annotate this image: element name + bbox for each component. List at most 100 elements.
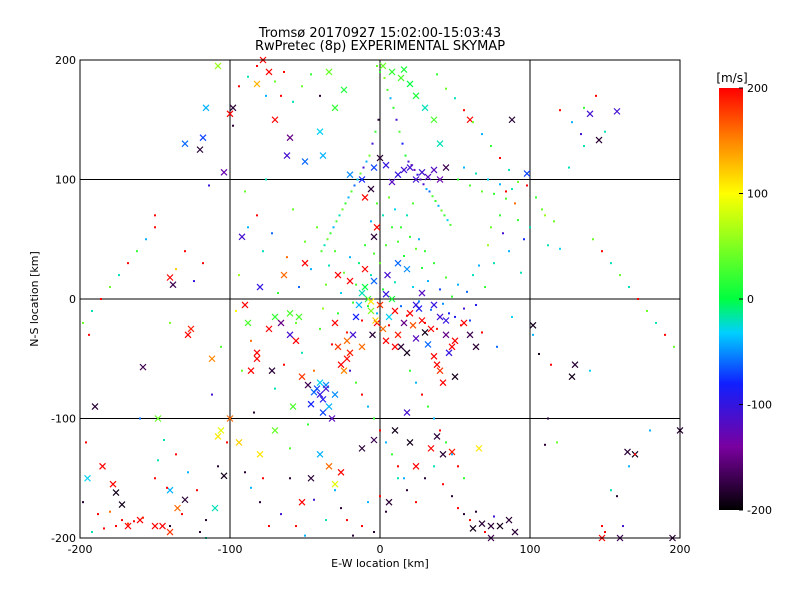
cross-point: [358, 444, 366, 452]
dot-point: [526, 184, 528, 187]
dot-point: [265, 178, 267, 181]
dot-point: [451, 295, 453, 298]
dot-point: [367, 305, 369, 308]
y-tick-label: -100: [51, 413, 76, 426]
dot-point: [451, 495, 453, 498]
dot-point: [100, 298, 102, 300]
dot-point: [316, 226, 318, 229]
cross-point: [613, 107, 621, 115]
dot-point: [383, 76, 386, 79]
dot-point: [508, 250, 510, 253]
dot-point: [475, 172, 477, 175]
dot-point: [541, 208, 543, 211]
dot-point: [418, 300, 420, 303]
cross-point: [226, 110, 234, 118]
cross-point: [424, 173, 432, 181]
cross-point: [214, 433, 222, 440]
cross-point: [466, 331, 474, 339]
dot-point: [610, 262, 612, 265]
cross-point: [433, 361, 441, 369]
dot-point: [673, 345, 675, 348]
dot-point: [298, 286, 300, 289]
cross-point: [586, 110, 594, 118]
dot-point: [181, 513, 183, 516]
dot-point: [649, 429, 651, 432]
cross-point: [334, 271, 342, 279]
dot-point: [385, 441, 387, 444]
cross-point: [373, 223, 381, 231]
dot-point: [352, 534, 354, 537]
cross-point: [298, 373, 306, 381]
dot-point: [373, 417, 375, 420]
dot-point: [340, 292, 342, 295]
cross-point: [340, 86, 348, 94]
cross-point: [369, 331, 376, 339]
dot-point: [262, 250, 264, 253]
dot-point: [169, 321, 171, 324]
dot-point: [139, 417, 141, 420]
dot-point: [544, 443, 546, 446]
cross-point: [442, 317, 450, 324]
dot-point: [193, 280, 195, 283]
cross-point: [181, 496, 189, 504]
dot-point: [376, 202, 378, 205]
colorbar-ticks: 200 100 0 -100 -200: [739, 82, 772, 517]
dot-point: [490, 226, 492, 229]
dot-point: [377, 118, 380, 121]
dot-point: [373, 252, 375, 255]
dot-point: [127, 522, 129, 525]
dot-point: [154, 214, 156, 217]
dot-point: [211, 393, 213, 396]
dot-point: [136, 250, 138, 253]
cross-point: [595, 136, 603, 144]
dot-point: [493, 192, 495, 195]
dot-point: [388, 196, 390, 199]
dot-point: [169, 525, 171, 528]
dot-point: [418, 238, 420, 241]
dot-point: [583, 145, 585, 148]
dot-point: [379, 429, 381, 432]
dot-point: [415, 501, 417, 504]
dot-point: [367, 405, 369, 408]
cross-point: [325, 68, 333, 76]
cross-point: [403, 265, 411, 273]
x-tick-label: 0: [377, 543, 384, 556]
dot-point: [556, 441, 558, 444]
dot-point: [289, 477, 291, 480]
dot-point: [505, 190, 507, 193]
cross-point: [271, 116, 279, 124]
dot-point: [445, 441, 447, 444]
dot-point: [398, 130, 401, 133]
cross-point: [112, 489, 120, 497]
cross-point: [316, 450, 324, 458]
dot-point: [175, 268, 177, 271]
dot-point: [583, 106, 585, 109]
cross-point: [159, 522, 166, 530]
dot-point: [439, 288, 441, 291]
dot-point: [386, 88, 389, 91]
dot-point: [616, 495, 618, 498]
dot-point: [463, 166, 465, 169]
cross-point: [439, 379, 447, 387]
x-axis-label: E-W location [km]: [331, 557, 429, 570]
cross-point: [298, 498, 306, 506]
dot-point: [244, 190, 246, 193]
dot-point: [349, 369, 351, 372]
dot-point: [422, 183, 425, 186]
dot-point: [547, 244, 549, 247]
cross-point: [352, 313, 360, 321]
dot-point: [445, 87, 447, 90]
dot-point: [487, 244, 489, 247]
dot-point: [280, 94, 282, 97]
dot-point: [304, 240, 306, 243]
cross-point: [199, 134, 207, 142]
x-tick-label: -100: [218, 543, 243, 556]
colorbar-tick-label: -200: [747, 504, 772, 517]
dot-point: [256, 214, 258, 217]
cross-point: [496, 522, 504, 530]
cross-point: [280, 271, 288, 279]
cross-point: [271, 313, 279, 321]
dot-point: [472, 121, 474, 124]
dot-point: [425, 188, 428, 191]
